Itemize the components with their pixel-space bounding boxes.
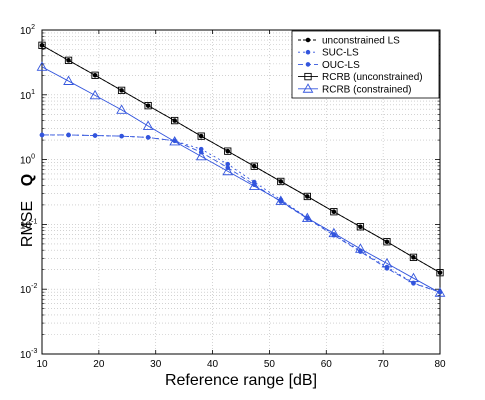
data-point	[330, 208, 338, 216]
data-point	[383, 238, 391, 246]
plot-area	[41, 29, 441, 355]
data-point	[248, 180, 260, 190]
data-point	[39, 43, 45, 48]
y-axis-label-group: RMSE Q	[19, 174, 36, 247]
data-point	[197, 132, 205, 140]
y-tick-label: 10-3	[20, 348, 37, 361]
x-tick-label: 40	[207, 359, 219, 370]
data-point	[195, 150, 207, 161]
data-point	[434, 287, 446, 297]
data-point	[409, 253, 418, 262]
x-tick-label: 20	[93, 359, 105, 370]
data-point	[250, 162, 258, 170]
legend-marker	[304, 72, 312, 81]
data-point	[356, 223, 365, 231]
data-point	[119, 133, 124, 139]
data-point	[39, 132, 45, 138]
y-tick-label: 10-1	[20, 218, 37, 231]
data-point	[63, 75, 74, 85]
y-axis-label-symbol: Q	[19, 174, 36, 186]
series-line	[42, 134, 441, 293]
data-point	[116, 104, 127, 114]
legend-marker	[305, 37, 311, 43]
x-tick-label: 80	[434, 359, 446, 370]
legend-entry: RCRB (constrained)	[298, 83, 411, 95]
series-layer	[36, 41, 446, 297]
y-tick-label: 100	[20, 154, 35, 167]
data-point	[328, 227, 340, 238]
x-tick-label: 30	[150, 359, 162, 370]
data-point	[224, 147, 232, 155]
series-3	[38, 41, 444, 277]
data-point	[275, 195, 287, 205]
data-point	[222, 165, 234, 176]
data-point	[411, 281, 416, 286]
data-point	[169, 136, 181, 146]
legend-label: RCRB (unconstrained)	[322, 72, 423, 83]
data-point	[145, 135, 151, 140]
data-point	[408, 272, 419, 283]
legend-entry: SUC-LS	[298, 48, 359, 59]
legend-label: RCRB (constrained)	[322, 84, 411, 95]
legend-marker	[305, 62, 311, 67]
legend-label: unconstrained LS	[322, 36, 400, 47]
series-line	[41, 66, 441, 294]
data-point	[117, 86, 126, 95]
y-tick-label: 102	[20, 24, 35, 37]
data-point	[89, 89, 101, 100]
data-point	[38, 41, 46, 49]
x-tick-label: 60	[321, 359, 333, 370]
data-point	[436, 269, 444, 277]
series-4	[36, 61, 446, 297]
x-tick-label: 70	[378, 359, 390, 370]
data-point	[64, 56, 73, 65]
grid-lines	[42, 30, 440, 354]
legend-entry: OUC-LS	[298, 60, 360, 71]
x-tick-label: 50	[264, 359, 276, 370]
y-tick-label: 10-2	[20, 283, 37, 296]
legend-label: SUC-LS	[322, 48, 359, 59]
x-axis-label: Reference range [dB]	[165, 372, 317, 389]
data-point	[36, 61, 48, 71]
legend-marker	[302, 83, 314, 93]
data-point	[381, 257, 393, 268]
data-point	[303, 192, 311, 201]
data-point	[171, 116, 179, 125]
data-point	[358, 249, 363, 254]
legend-entry: RCRB (unconstrained)	[298, 72, 423, 83]
x-axis-ticks: 10 20 30 40 50 60 70 80	[36, 30, 446, 370]
legend-marker	[305, 49, 311, 55]
legend-label: OUC-LS	[322, 60, 360, 71]
data-point	[92, 133, 98, 138]
data-point	[91, 71, 99, 79]
y-tick-label: 101	[20, 89, 35, 102]
data-point	[144, 102, 152, 110]
data-point	[301, 212, 313, 223]
data-point	[66, 132, 71, 138]
data-point	[355, 243, 366, 253]
x-tick-label: 10	[36, 359, 48, 370]
series-line	[41, 44, 441, 274]
data-point	[142, 120, 154, 130]
y-axis-label: RMSE	[19, 201, 36, 247]
legend-entry: unconstrained LS	[298, 36, 400, 47]
data-point	[277, 177, 285, 186]
